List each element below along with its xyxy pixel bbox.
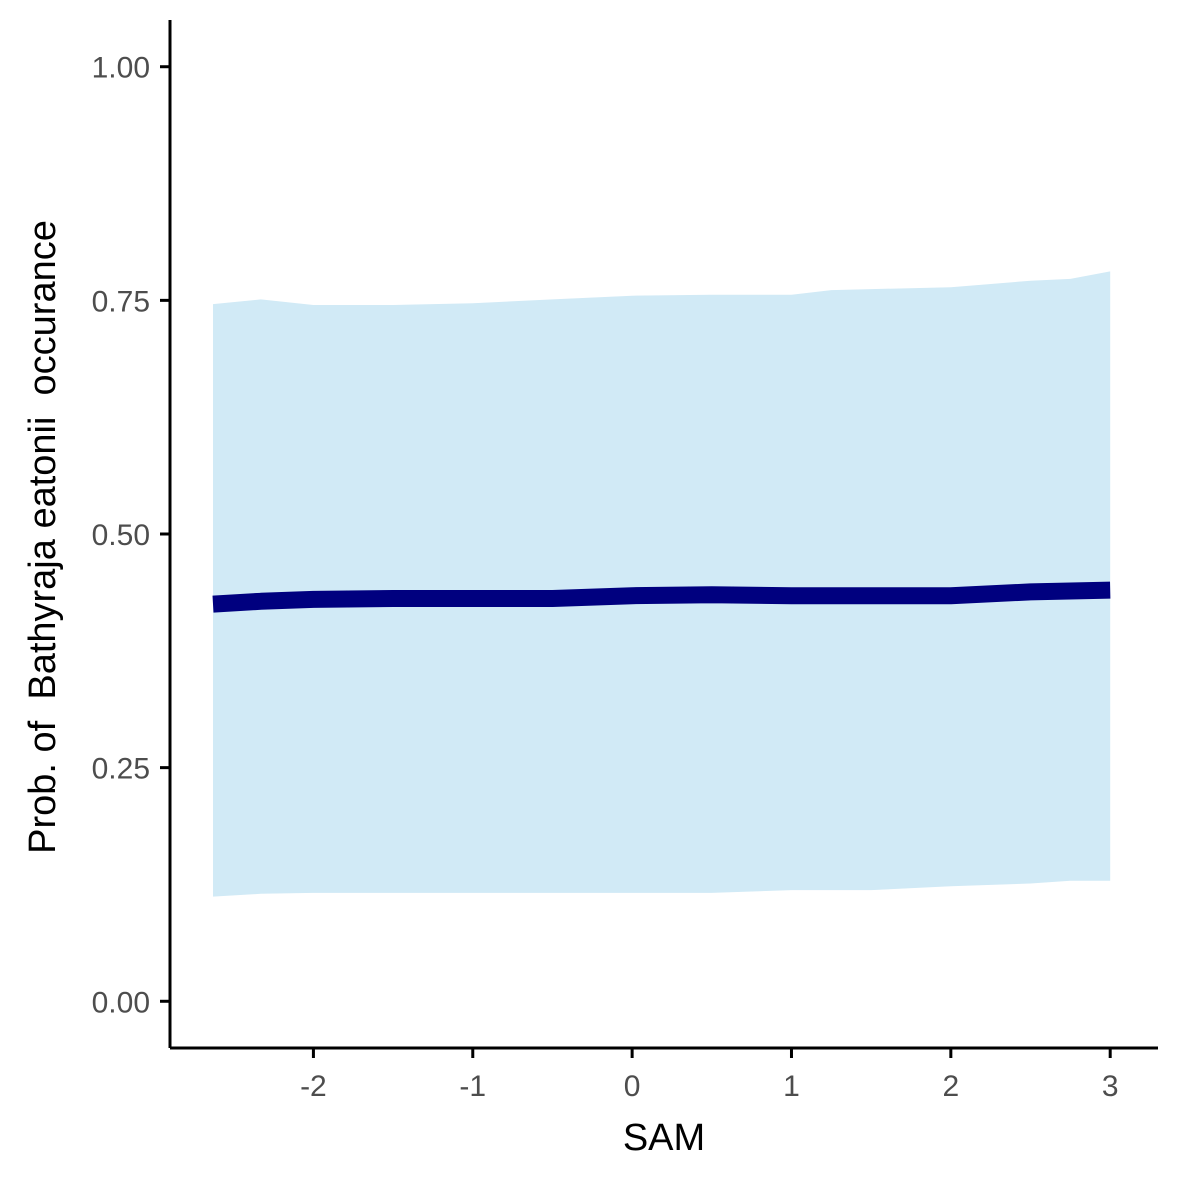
x-tick-label: -2 <box>300 1070 327 1103</box>
axes: 0.00 0.25 0.50 0.75 1.00 -2 -1 0 1 2 3 <box>92 20 1158 1103</box>
x-tick-label: -1 <box>459 1070 486 1103</box>
y-axis-title: Prob. of Bathyraja eatonii occurance <box>22 220 64 854</box>
x-tick-label: 3 <box>1102 1070 1119 1103</box>
x-tick-label: 2 <box>942 1070 959 1103</box>
fitted-line <box>212 581 1111 613</box>
confidence-ribbon <box>213 271 1111 897</box>
x-tick-label: 1 <box>783 1070 800 1103</box>
x-tick-label: 0 <box>624 1070 641 1103</box>
y-tick-label: 0.00 <box>92 986 150 1019</box>
y-tick-label: 1.00 <box>92 52 150 85</box>
x-axis-title: SAM <box>623 1117 705 1159</box>
plot-area <box>212 271 1111 897</box>
y-tick-label: 0.25 <box>92 753 150 786</box>
y-tick-label: 0.75 <box>92 285 150 318</box>
y-tick-label: 0.50 <box>92 519 150 552</box>
